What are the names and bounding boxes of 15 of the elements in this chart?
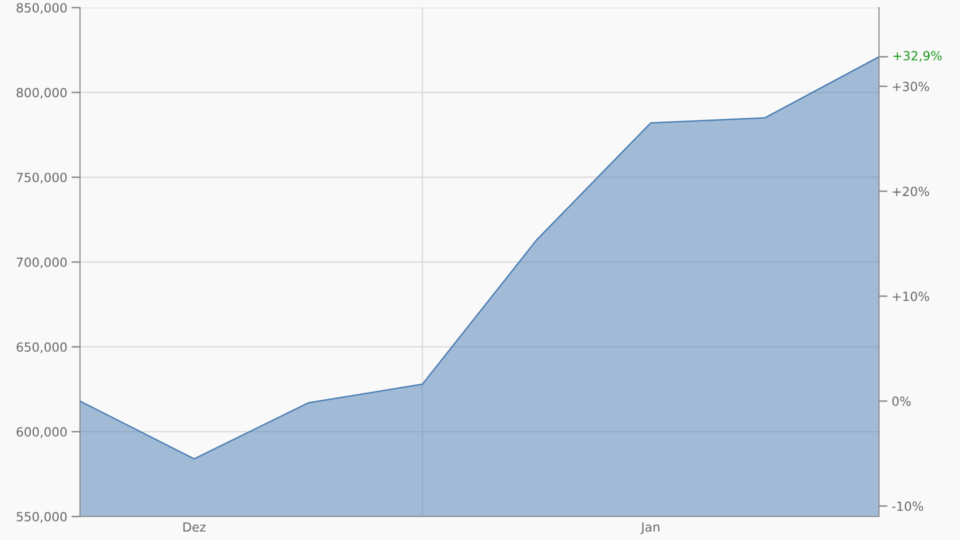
- y-tick-label: 650,000: [16, 342, 67, 354]
- y-tick-label: 700,000: [16, 258, 67, 268]
- y2-tick-label: +10%: [892, 292, 930, 302]
- y-tick-label: 600,000: [16, 427, 67, 438]
- y2-tick-label: 0%: [892, 396, 911, 406]
- y2-tick-label: -10%: [892, 501, 924, 511]
- y2-tick-label: +30%: [892, 82, 930, 92]
- y2-tick-label: +20%: [892, 186, 930, 196]
- y-tick-label: 850,000: [16, 3, 67, 14]
- x-tick-label: Jan: [640, 522, 660, 534]
- text: +32,9%: [894, 50, 942, 62]
- x-tick-label: Dez: [183, 522, 206, 532]
- y-tick-label: 800,000: [16, 88, 67, 99]
- y-tick-label: 550,000: [16, 512, 67, 523]
- y-tick-label: 750,000: [16, 172, 67, 184]
